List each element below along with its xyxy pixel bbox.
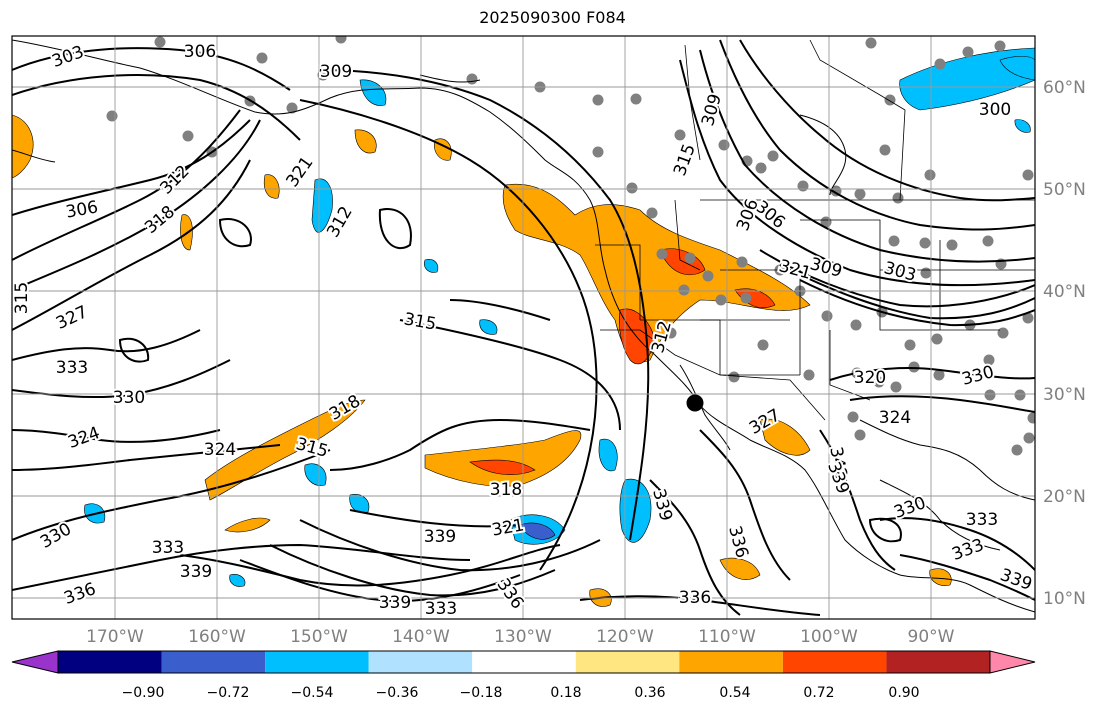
lon-label: 140°W [392, 627, 450, 647]
colorbar-swatch [368, 651, 473, 673]
contour-label: 309 [320, 62, 352, 82]
contour-label: 324 [879, 408, 911, 428]
colorbar-frame [57, 650, 991, 674]
colorbar-tick-label: 0.90 [888, 685, 919, 701]
colorbar-tick-label: −0.36 [376, 685, 419, 701]
map-frame [11, 35, 1036, 620]
colorbar-tick-label: −0.18 [460, 685, 503, 701]
colorbar-tick-label: 0.54 [719, 685, 750, 701]
lon-label: 120°W [596, 627, 654, 647]
contour-label: 333 [56, 358, 88, 378]
contour-label: 336 [679, 588, 711, 608]
lon-label: 170°W [86, 627, 144, 647]
map-title: 2025090300 F084 [479, 8, 626, 27]
colorbar-tick-label: 0.36 [634, 685, 665, 701]
colorbar-swatch [58, 651, 162, 673]
contour-label: 324 [204, 440, 236, 460]
observation-points [106, 36, 1035, 456]
colorbar-tick-label: 0.18 [550, 685, 581, 701]
lon-label: 110°W [698, 627, 756, 647]
latitude-axis: 60°N 50°N 40°N 30°N 20°N 10°N [1043, 78, 1086, 609]
negative-fill-regions [84, 47, 1035, 587]
contour-label: 315 [12, 282, 32, 314]
contour-label: 333 [966, 510, 998, 530]
colorbar-swatch [782, 651, 887, 673]
contour-label: 339 [424, 527, 456, 547]
contour-label: 300 [979, 100, 1011, 120]
colorbar-tick-label: 0.72 [803, 685, 834, 701]
longitude-axis: 170°W 160°W 150°W 140°W 130°W 120°W 110°… [86, 627, 955, 647]
contour-label: 342 [825, 445, 850, 480]
colorbar-swatch [886, 651, 990, 673]
contour-label: 320 [854, 368, 886, 388]
contour-lines [12, 39, 1035, 616]
lon-label: 130°W [494, 627, 552, 647]
lon-label: 150°W [290, 627, 348, 647]
lat-label: 50°N [1043, 180, 1086, 200]
lon-label: 160°W [188, 627, 246, 647]
contour-label: 333 [425, 599, 457, 619]
colorbar-tick-label: −0.72 [207, 685, 250, 701]
contour-label: 318 [490, 480, 522, 500]
contour-label: 339 [379, 593, 411, 613]
contour-label: 306 [184, 42, 216, 62]
lon-label: 90°W [908, 627, 955, 647]
colorbar-swatch [679, 651, 783, 673]
colorbar-min-extend [11, 650, 59, 674]
location-dot-icon [686, 394, 704, 412]
lat-label: 40°N [1043, 282, 1086, 302]
colorbar-ticks: −0.90 −0.72 −0.54 −0.36 −0.18 0.18 0.36 … [122, 685, 920, 701]
colorbar-max-extend [989, 650, 1036, 674]
colorbar-tick-label: −0.54 [291, 685, 334, 701]
lat-label: 60°N [1043, 78, 1086, 98]
contour-label: 330 [113, 388, 145, 408]
positive-fill-regions [12, 114, 952, 607]
lat-label: 20°N [1043, 487, 1086, 507]
contour-label: 333 [152, 538, 184, 558]
colorbar-swatch [265, 651, 369, 673]
lon-label: 100°W [800, 627, 858, 647]
gridlines [12, 36, 1035, 619]
contour-label: 339 [180, 562, 212, 582]
colorbar-swatch [472, 651, 576, 673]
colorbar [11, 650, 1036, 674]
lat-label: 10°N [1043, 589, 1086, 609]
colorbar-tick-label: −0.90 [122, 685, 165, 701]
colorbar-swatch [575, 651, 680, 673]
colorbar-swatch [161, 651, 266, 673]
lat-label: 30°N [1043, 385, 1086, 405]
